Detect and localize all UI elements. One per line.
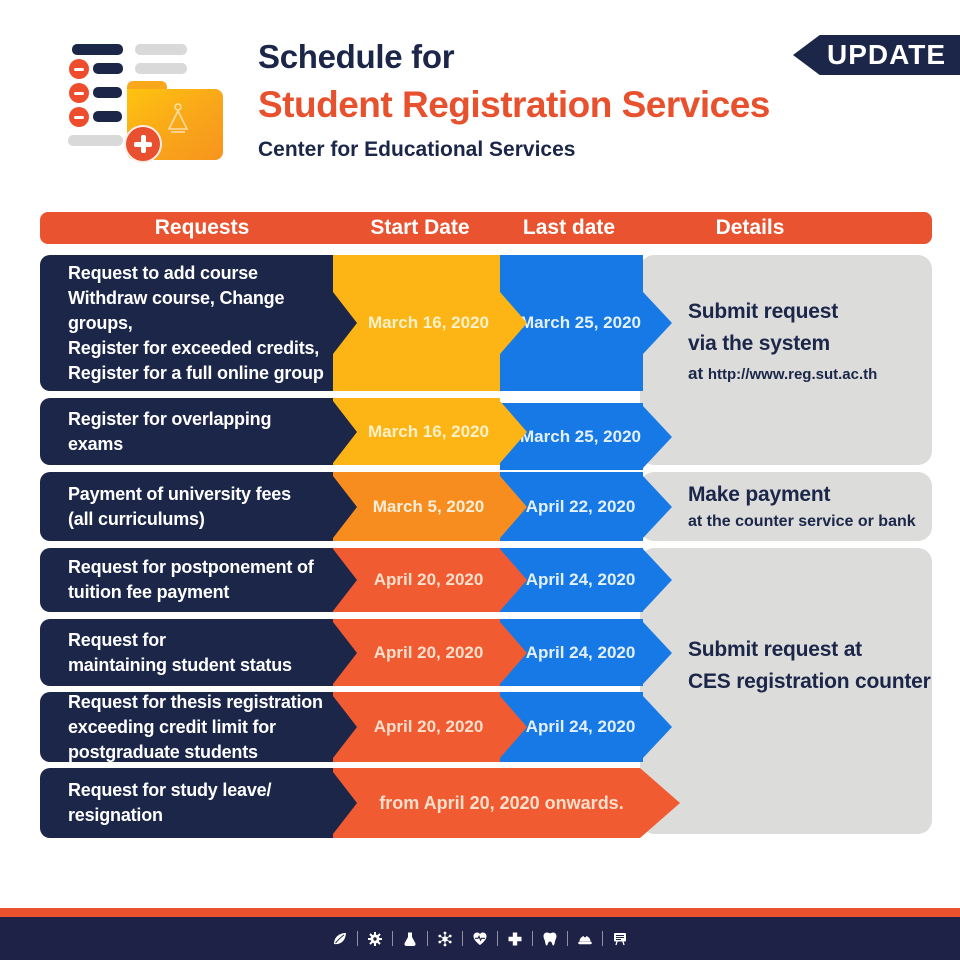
- helmet-icon: [577, 931, 593, 947]
- details-line: Make payment: [688, 483, 831, 506]
- list-bar: [135, 44, 187, 55]
- list-bar: [68, 135, 123, 146]
- request-cell: Request to add course Withdraw course, C…: [40, 255, 333, 391]
- list-bar: [135, 63, 187, 74]
- request-cell: Register for overlapping exams: [40, 398, 333, 465]
- footer-divider: [532, 931, 533, 946]
- footer-divider: [602, 931, 603, 946]
- details-line: via the system: [688, 332, 830, 355]
- request-text: Register for overlapping exams: [68, 408, 272, 454]
- start-date-cell: from April 20, 2020 onwards.: [333, 768, 640, 838]
- footer-divider: [392, 931, 393, 946]
- column-header-details: Details: [715, 216, 785, 239]
- footer-divider: [427, 931, 428, 946]
- request-text: Payment of university fees (all curricul…: [68, 483, 291, 529]
- list-bar: [72, 44, 123, 55]
- signboard-icon: [612, 931, 628, 947]
- start-date-cell: March 5, 2020: [333, 472, 500, 541]
- list-bar: [93, 63, 123, 74]
- plus-circle-icon: [124, 125, 162, 163]
- request-cell: Request for study leave/ resignation: [40, 768, 333, 838]
- footer-accent-strip: [0, 908, 960, 917]
- details-line: Submit request at: [688, 638, 862, 661]
- flask-icon: [402, 931, 418, 947]
- details-panel: [640, 548, 932, 834]
- details-text-block: Submit request at CES registration count…: [688, 634, 931, 698]
- request-text: Request for study leave/ resignation: [68, 780, 272, 825]
- details-note-prefix: at: [688, 364, 704, 383]
- column-header-start-date: Start Date: [370, 216, 470, 239]
- request-text: Request for maintaining student status: [68, 629, 292, 675]
- molecule-icon: [437, 931, 453, 947]
- tooth-icon: [542, 931, 558, 947]
- footer-divider: [567, 931, 568, 946]
- start-date-cell: April 20, 2020: [333, 619, 500, 686]
- request-text: Request for postponement of tuition fee …: [68, 557, 314, 602]
- list-bar: [93, 87, 122, 98]
- request-cell: Request for thesis registration exceedin…: [40, 692, 333, 762]
- footer-divider: [357, 931, 358, 946]
- details-text-block: Submit request via the system at http://…: [688, 296, 877, 384]
- minus-circle-icon: [69, 107, 89, 127]
- medical-cross-icon: [507, 931, 523, 947]
- heart-pulse-icon: [472, 931, 488, 947]
- minus-circle-icon: [69, 59, 89, 79]
- table-header-bar: Requests Start Date Last date Details: [40, 212, 932, 244]
- minus-circle-icon: [69, 83, 89, 103]
- details-text-block: Make payment at the counter service or b…: [688, 479, 916, 531]
- list-bar: [93, 111, 122, 122]
- leaf-icon: [332, 931, 348, 947]
- start-date-cell: March 16, 2020: [333, 255, 500, 391]
- start-date-cell: April 20, 2020: [333, 692, 500, 762]
- start-date-cell: April 20, 2020: [333, 548, 500, 612]
- details-line: Submit request: [688, 300, 839, 323]
- details-panel: [640, 255, 932, 465]
- registration-url-link[interactable]: http://www.reg.sut.ac.th: [707, 366, 878, 383]
- footer-bar: [0, 917, 960, 960]
- details-note: at http://www.reg.sut.ac.th: [688, 364, 877, 384]
- column-header-requests: Requests: [154, 216, 250, 239]
- registration-logo: [62, 38, 242, 168]
- request-text: Request to add course Withdraw course, C…: [68, 262, 324, 383]
- request-cell: Request for postponement of tuition fee …: [40, 548, 333, 612]
- start-date-cell: March 16, 2020: [333, 398, 500, 465]
- page-title-line2: Student Registration Services: [258, 84, 770, 125]
- request-text: Request for thesis registration exceedin…: [68, 691, 323, 762]
- footer-divider: [497, 931, 498, 946]
- page-title-line1: Schedule for: [258, 38, 455, 75]
- request-cell: Payment of university fees (all curricul…: [40, 472, 333, 541]
- page-subtitle: Center for Educational Services: [258, 138, 576, 161]
- university-emblem-icon: [167, 103, 189, 133]
- footer-divider: [462, 931, 463, 946]
- column-header-last-date: Last date: [522, 216, 616, 239]
- details-line: CES registration counter: [688, 670, 931, 693]
- details-panel: [640, 472, 932, 541]
- details-note: at the counter service or bank: [688, 513, 916, 530]
- gears-icon: [367, 931, 383, 947]
- request-cell: Request for maintaining student status: [40, 619, 333, 686]
- update-badge: UPDATE: [793, 35, 960, 75]
